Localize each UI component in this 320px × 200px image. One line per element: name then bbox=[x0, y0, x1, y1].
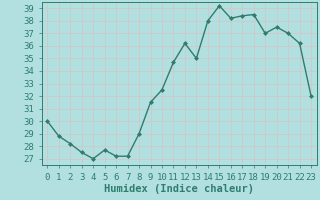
X-axis label: Humidex (Indice chaleur): Humidex (Indice chaleur) bbox=[104, 184, 254, 194]
